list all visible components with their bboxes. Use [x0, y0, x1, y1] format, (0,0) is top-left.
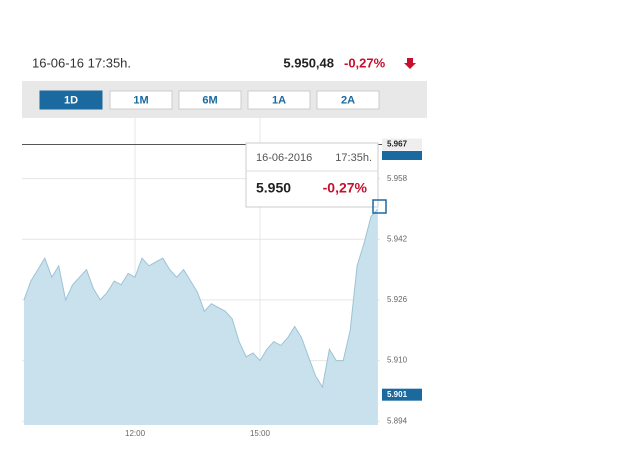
current-badge [382, 151, 422, 160]
reference-badge [382, 138, 422, 151]
range-button-label[interactable]: 2A [341, 94, 355, 106]
line [23, 208, 379, 389]
header-price: 5.950,48 [283, 55, 334, 70]
low-badge [382, 388, 422, 401]
range-button[interactable] [109, 90, 173, 110]
header-date: 16-06-16 17:35h. [32, 55, 131, 70]
point-marker [372, 199, 387, 214]
low-label: 5.901 [387, 390, 408, 399]
x-tick-label: 12:00 [125, 429, 146, 438]
header-change: -0,27% [344, 55, 386, 70]
tooltip-change: -0,27% [323, 180, 368, 196]
range-button-label[interactable]: 6M [202, 94, 217, 106]
y-tick-label: 5.926 [387, 295, 408, 304]
x-tick-label: 15:00 [250, 429, 271, 438]
y-tick-label: 5.910 [387, 356, 408, 365]
area [24, 209, 378, 425]
tooltip-box [245, 142, 379, 208]
range-button[interactable] [39, 90, 103, 110]
range-button[interactable] [178, 90, 242, 110]
down-arrow [404, 58, 416, 69]
tooltip-value: 5.950 [256, 180, 291, 196]
tooltip-date: 16-06-2016 [256, 152, 312, 164]
y-tick-label: 5.958 [387, 174, 408, 183]
tooltip-time: 17:35h. [335, 152, 372, 164]
reference-label: 5.967 [387, 140, 408, 149]
y-tick-label: 5.942 [387, 234, 408, 243]
range-button-label[interactable]: 1D [64, 94, 78, 106]
range-button-label[interactable]: 1M [133, 94, 148, 106]
y-tick-label: 5.894 [387, 416, 408, 425]
range-button-label[interactable]: 1A [272, 94, 286, 106]
range-button[interactable] [316, 90, 380, 110]
range-button[interactable] [247, 90, 311, 110]
